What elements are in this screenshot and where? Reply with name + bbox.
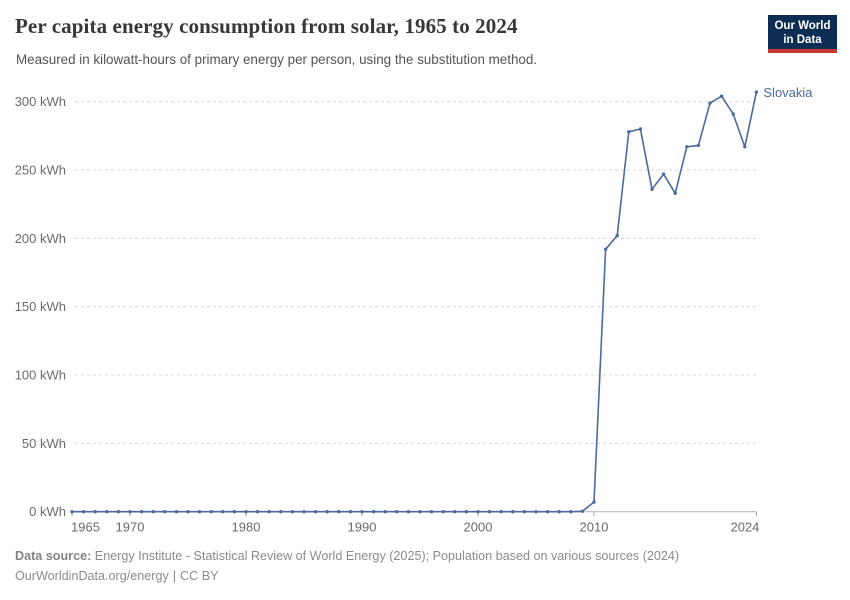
data-point[interactable] <box>209 510 213 514</box>
data-point[interactable] <box>569 510 573 514</box>
data-point[interactable] <box>371 510 376 514</box>
data-point[interactable] <box>708 101 712 105</box>
data-point[interactable] <box>139 510 144 514</box>
data-point[interactable] <box>615 233 619 238</box>
data-point[interactable] <box>197 510 202 514</box>
data-point[interactable] <box>592 500 596 504</box>
data-point[interactable] <box>719 94 724 98</box>
data-source-text: Energy Institute - Statistical Review of… <box>94 549 680 563</box>
data-source-label: Data source: <box>15 549 92 563</box>
data-point[interactable] <box>638 127 643 131</box>
series-line-slovakia[interactable] <box>72 91 758 513</box>
data-point[interactable] <box>290 510 295 514</box>
data-point[interactable] <box>534 510 538 514</box>
chart-footer: Data source: Energy Institute - Statisti… <box>15 546 679 586</box>
license-label: CC BY <box>180 569 219 583</box>
x-tick-label: 1965 <box>71 520 100 535</box>
data-point[interactable] <box>661 172 666 176</box>
data-point[interactable] <box>406 510 411 514</box>
y-tick-label: 0 kWh <box>29 504 66 519</box>
data-point[interactable] <box>603 247 608 251</box>
series-end-label: Slovakia <box>763 85 813 100</box>
x-tick-label: 1970 <box>116 520 145 535</box>
y-tick-label: 150 kWh <box>15 299 66 314</box>
data-point[interactable] <box>348 510 353 514</box>
chart-subtitle: Measured in kilowatt-hours of primary en… <box>16 52 538 67</box>
x-tick-label: 2024 <box>730 520 759 535</box>
data-point[interactable] <box>522 510 527 514</box>
data-point[interactable] <box>174 510 179 514</box>
data-point[interactable] <box>81 510 86 514</box>
data-point[interactable] <box>279 510 283 514</box>
data-point[interactable] <box>557 510 561 514</box>
y-tick-label: 300 kWh <box>15 94 66 109</box>
data-point[interactable] <box>244 510 248 514</box>
data-point[interactable] <box>383 510 387 514</box>
y-tick-label: 200 kWh <box>15 231 66 246</box>
owid-logo[interactable]: Our World in Data <box>768 15 837 53</box>
data-point[interactable] <box>511 510 515 514</box>
owid-logo-line1: Our World <box>774 20 831 32</box>
data-point[interactable] <box>337 510 341 514</box>
data-point[interactable] <box>650 187 654 191</box>
footer-separator: | <box>172 569 177 583</box>
owid-logo-line2: in Data <box>783 34 822 46</box>
data-point[interactable] <box>93 510 97 514</box>
y-tick-label: 50 kWh <box>22 436 66 451</box>
data-source-line: Data source: Energy Institute - Statisti… <box>15 546 679 566</box>
y-tick-label: 100 kWh <box>15 368 66 383</box>
data-point[interactable] <box>580 509 585 513</box>
data-point[interactable] <box>464 510 469 514</box>
data-point[interactable] <box>743 145 747 149</box>
data-point[interactable] <box>487 510 492 514</box>
data-point[interactable] <box>360 510 364 514</box>
data-point[interactable] <box>302 510 306 514</box>
data-point[interactable] <box>116 510 121 514</box>
x-tick-label: 1980 <box>232 520 261 535</box>
data-point[interactable] <box>186 510 190 514</box>
data-point[interactable] <box>441 510 445 514</box>
data-point[interactable] <box>128 510 132 514</box>
data-point[interactable] <box>232 510 237 514</box>
data-point[interactable] <box>673 191 677 195</box>
data-point[interactable] <box>313 510 318 514</box>
x-tick-label: 2000 <box>464 520 493 535</box>
data-point[interactable] <box>685 145 689 149</box>
data-point[interactable] <box>696 143 701 148</box>
data-point[interactable] <box>453 510 457 514</box>
footer-links-line: OurWorldinData.org/energy | CC BY <box>15 566 679 586</box>
data-point[interactable] <box>70 510 74 514</box>
data-point[interactable] <box>545 510 550 514</box>
data-point[interactable] <box>255 510 260 514</box>
data-point[interactable] <box>105 510 109 514</box>
data-point[interactable] <box>221 510 225 514</box>
data-point[interactable] <box>499 510 503 514</box>
chart-title: Per capita energy consumption from solar… <box>15 14 518 38</box>
data-point[interactable] <box>325 510 329 514</box>
y-tick-label: 250 kWh <box>15 163 66 178</box>
data-point[interactable] <box>754 90 759 94</box>
data-point[interactable] <box>627 130 631 134</box>
data-point[interactable] <box>429 510 434 514</box>
data-point[interactable] <box>267 510 271 514</box>
owid-energy-link[interactable]: OurWorldinData.org/energy <box>15 569 169 583</box>
data-point[interactable] <box>418 510 422 514</box>
data-point[interactable] <box>151 510 155 514</box>
data-point[interactable] <box>395 510 399 514</box>
data-point[interactable] <box>731 112 735 116</box>
x-tick-label: 2010 <box>580 520 609 535</box>
x-tick-label: 1990 <box>348 520 377 535</box>
data-point[interactable] <box>163 510 167 514</box>
data-point[interactable] <box>476 510 480 514</box>
